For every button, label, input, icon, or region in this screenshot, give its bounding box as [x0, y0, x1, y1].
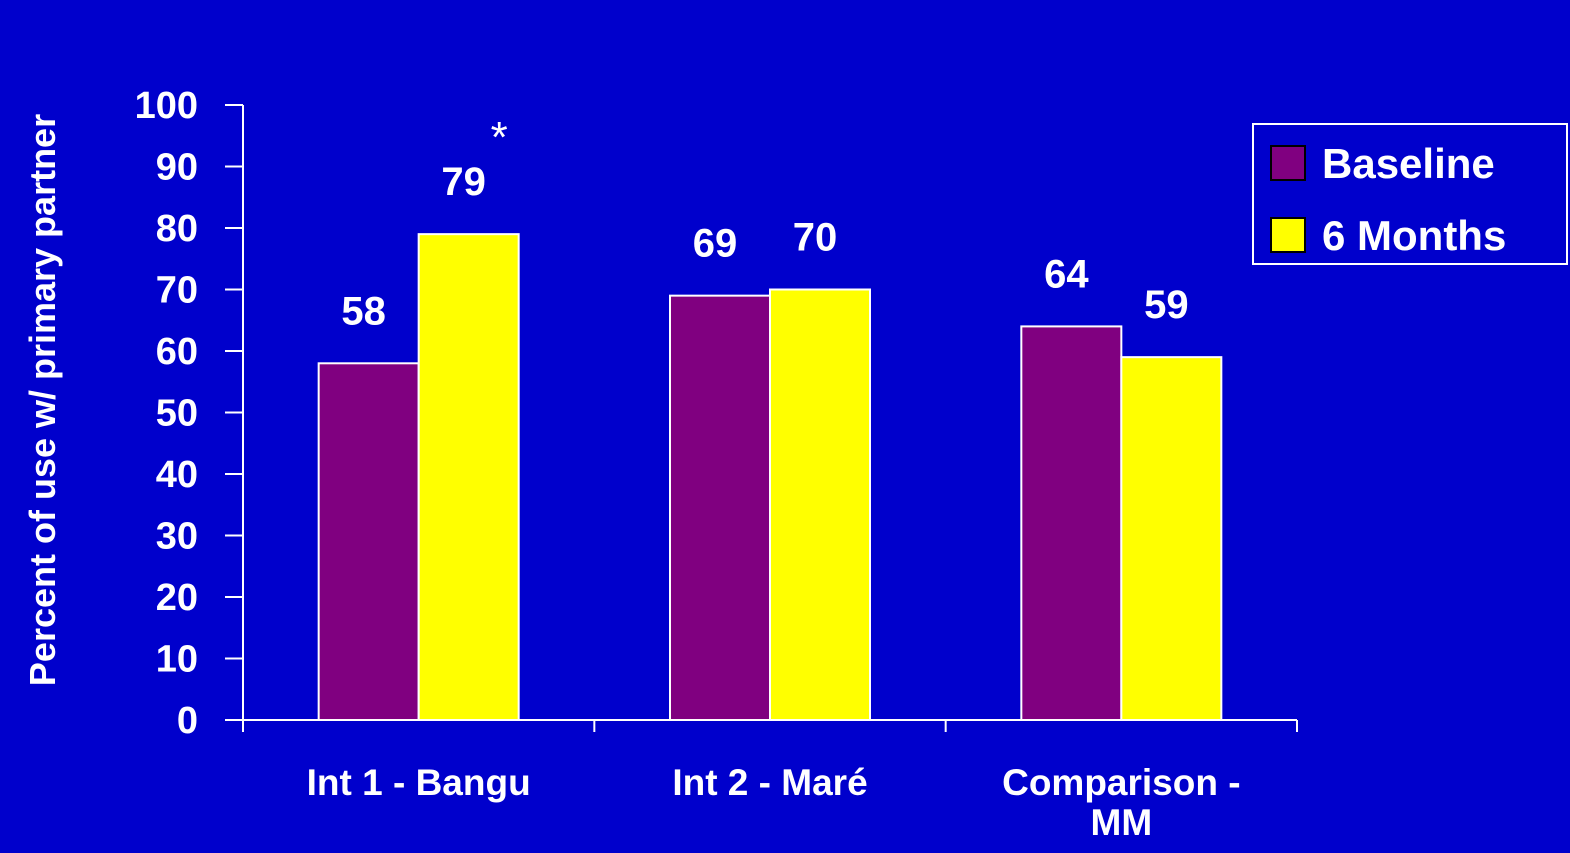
data-labels: 58 79* 69 70 64 59: [341, 113, 1188, 333]
legend-box: [1252, 123, 1568, 265]
data-label: 69: [693, 222, 738, 266]
legend: Baseline 6 Months: [1252, 123, 1568, 265]
y-tick-label: 30: [156, 516, 198, 558]
y-tick-label: 60: [156, 331, 198, 373]
data-label: 70: [793, 216, 838, 260]
y-tick-label: 20: [156, 577, 198, 619]
y-tick-label: 0: [177, 700, 198, 742]
y-axis-title: Percent of use w/ primary partner: [22, 114, 63, 686]
legend-swatch: [1270, 145, 1306, 181]
data-label: 79: [441, 160, 486, 204]
bar-baseline: [317, 362, 420, 721]
y-tick-label: 80: [156, 208, 198, 250]
y-tick-label: 10: [156, 639, 198, 681]
significance-marker: *: [491, 113, 508, 162]
legend-label: Baseline: [1322, 140, 1495, 187]
bar-baseline: [1020, 325, 1123, 721]
bar-6-months: [769, 288, 871, 721]
data-label: 64: [1044, 252, 1089, 296]
y-axis-title-group: Percent of use w/ primary partner: [22, 114, 63, 686]
x-category-label: MM: [1091, 802, 1153, 843]
x-category-label: Int 2 - Maré: [672, 762, 867, 803]
y-tick-label: 100: [135, 85, 198, 127]
bar-6-months: [417, 233, 520, 721]
bar-baseline: [669, 294, 771, 721]
x-axis-labels: Int 1 - Bangu Int 2 - Maré Comparison -MM: [307, 762, 1241, 843]
x-category-label: Comparison -: [1002, 762, 1240, 803]
y-tick-label: 40: [156, 454, 198, 496]
bar-6-months: [1120, 356, 1223, 721]
bars: [317, 233, 1223, 721]
y-tick-label: 50: [156, 393, 198, 435]
data-label: 59: [1144, 283, 1189, 327]
y-axis-ticks: 0 10 20 30 40 50 60 70 80 90 100: [135, 85, 243, 742]
x-category-label: Int 1 - Bangu: [307, 762, 531, 803]
y-tick-label: 90: [156, 147, 198, 189]
legend-label: 6 Months: [1322, 212, 1506, 259]
y-tick-label: 70: [156, 270, 198, 312]
data-label: 58: [341, 289, 386, 333]
legend-swatch: [1270, 217, 1306, 253]
